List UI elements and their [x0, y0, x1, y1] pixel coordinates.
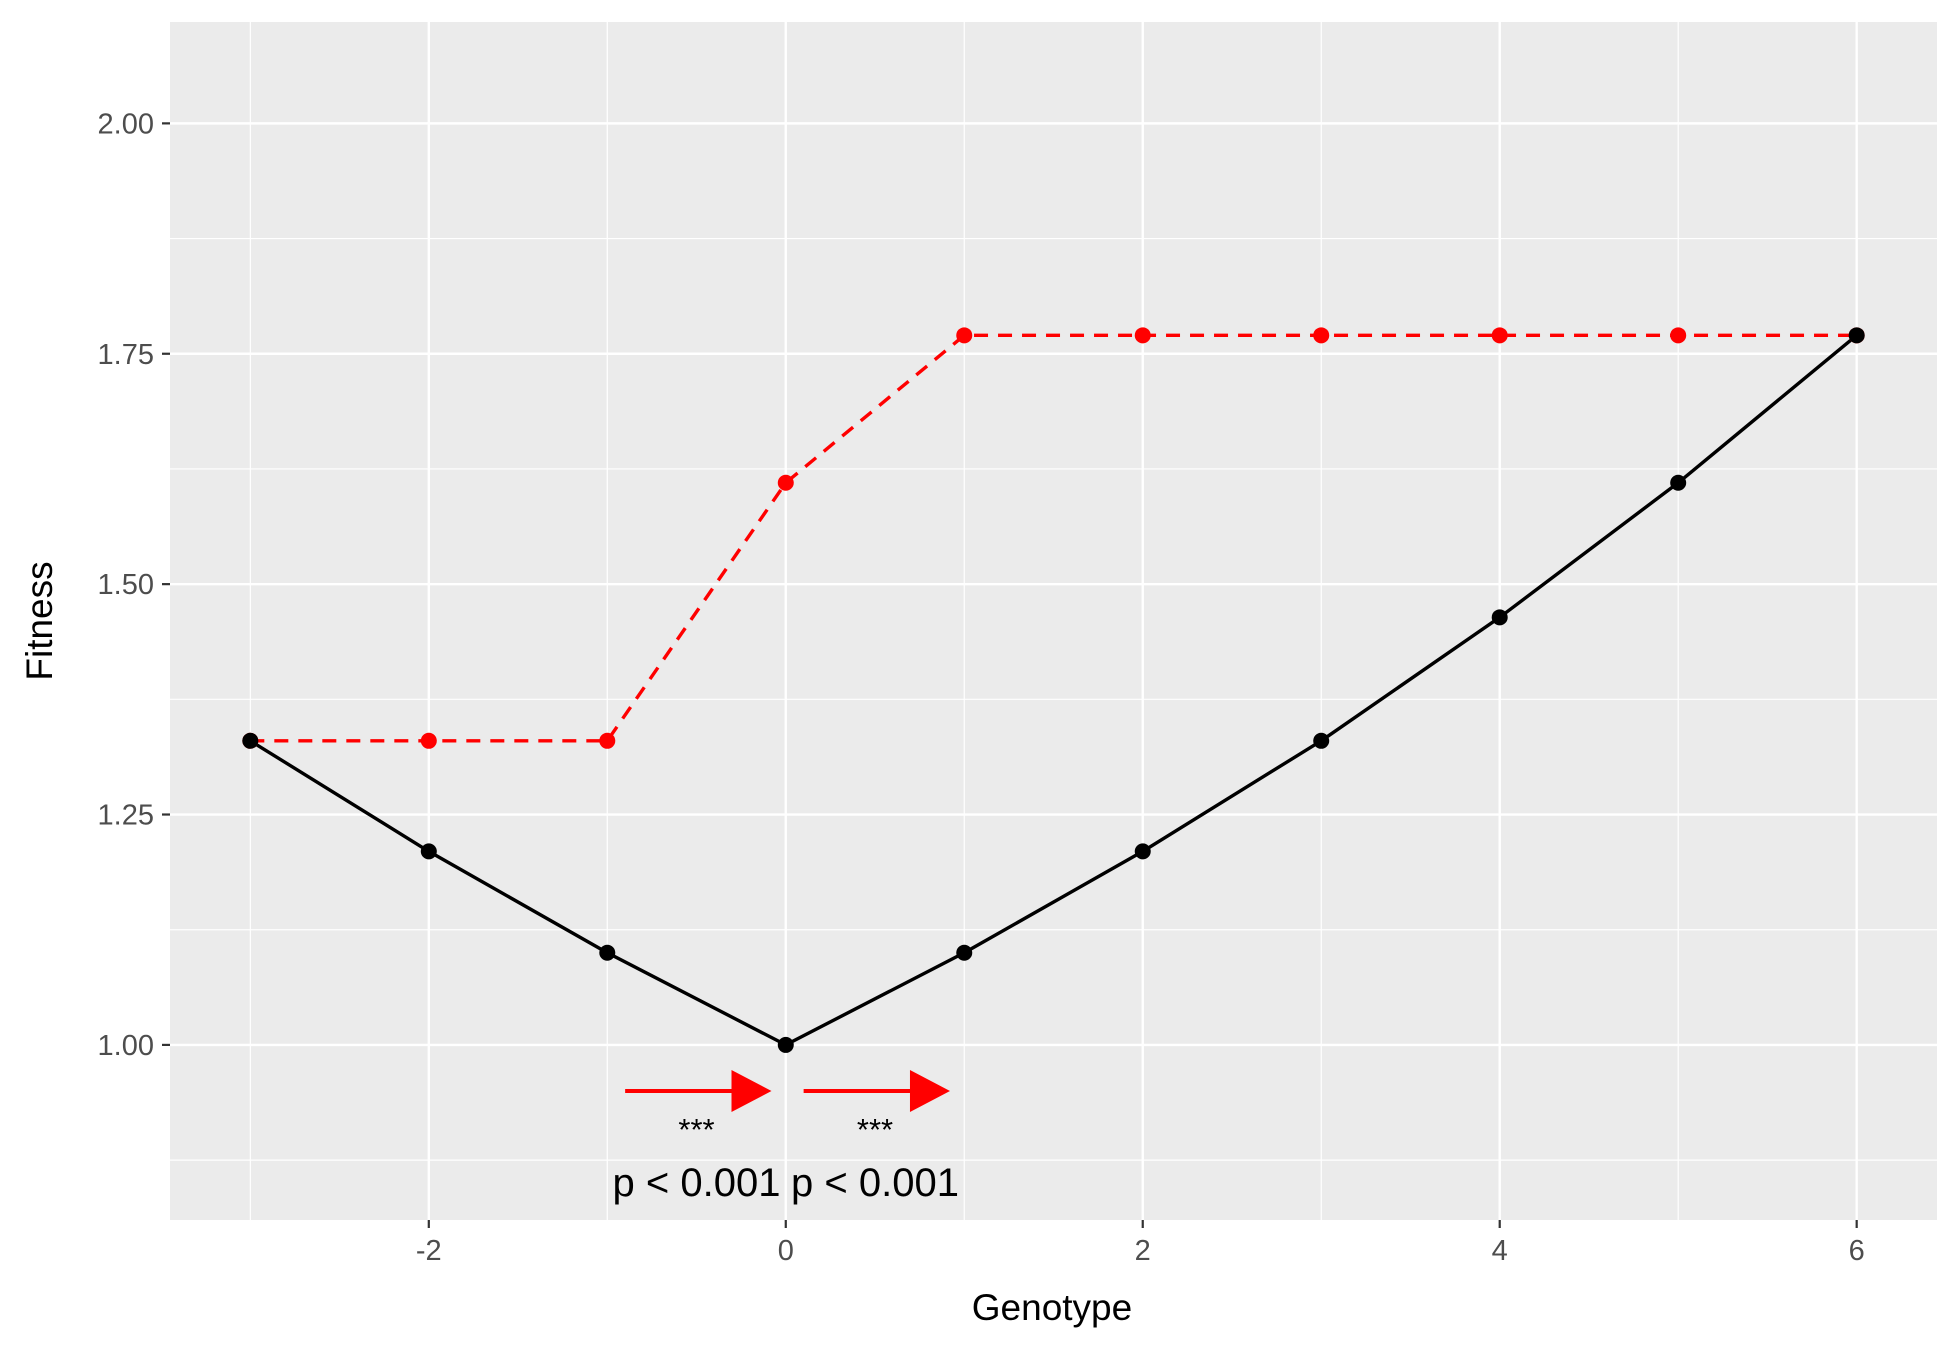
annotations: *** p < 0.001 *** p < 0.001 — [613, 1069, 959, 1205]
red-series-point — [956, 327, 973, 344]
significance-stars: *** — [678, 1112, 714, 1147]
black-series-point — [599, 944, 616, 961]
significance-arrow-head — [909, 1069, 950, 1112]
x-tick-label: 2 — [1135, 1235, 1151, 1267]
black-solid-series-line — [249, 334, 1858, 1047]
y-tick-label: 1.00 — [98, 1030, 154, 1062]
y-axis-title: Fitness — [19, 561, 60, 680]
red-series-point — [777, 474, 794, 491]
black-series-point — [1670, 474, 1687, 491]
red-series-point — [1134, 327, 1151, 344]
x-axis: -2 0 2 4 6 — [416, 1220, 1865, 1267]
x-tick-label: 0 — [778, 1235, 794, 1267]
series-layer — [242, 327, 1865, 1053]
x-axis-title: Genotype — [972, 1287, 1132, 1328]
red-series-point — [420, 732, 437, 749]
red-series-point — [1313, 327, 1330, 344]
black-series-point — [420, 843, 437, 860]
black-series-point — [1848, 327, 1865, 344]
black-series-point — [1313, 732, 1330, 749]
p-value-label: p < 0.001 — [613, 1161, 781, 1205]
x-tick-label: -2 — [416, 1235, 442, 1267]
minor-gridlines — [170, 22, 1937, 1220]
significance-stars: *** — [857, 1112, 893, 1147]
y-tick-label: 2.00 — [98, 108, 154, 140]
y-tick-label: 1.50 — [98, 569, 154, 601]
p-value-label: p < 0.001 — [791, 1161, 959, 1205]
red-series-point — [599, 732, 616, 749]
black-series-point — [777, 1036, 794, 1053]
y-tick-label: 1.25 — [98, 800, 154, 832]
x-tick-label: 6 — [1849, 1235, 1865, 1267]
red-series-point — [1670, 327, 1687, 344]
x-tick-label: 4 — [1492, 1235, 1508, 1267]
black-series-point — [1491, 609, 1508, 626]
black-series-point — [956, 944, 973, 961]
significance-arrow-head — [731, 1069, 772, 1112]
plot-panel — [170, 22, 1937, 1220]
y-tick-label: 1.75 — [98, 339, 154, 371]
red-series-point — [1491, 327, 1508, 344]
black-series-point — [1134, 843, 1151, 860]
y-axis: 1.00 1.25 1.50 1.75 2.00 — [98, 108, 170, 1062]
red-dashed-series-line — [250, 333, 1857, 743]
black-series-point — [242, 732, 259, 749]
